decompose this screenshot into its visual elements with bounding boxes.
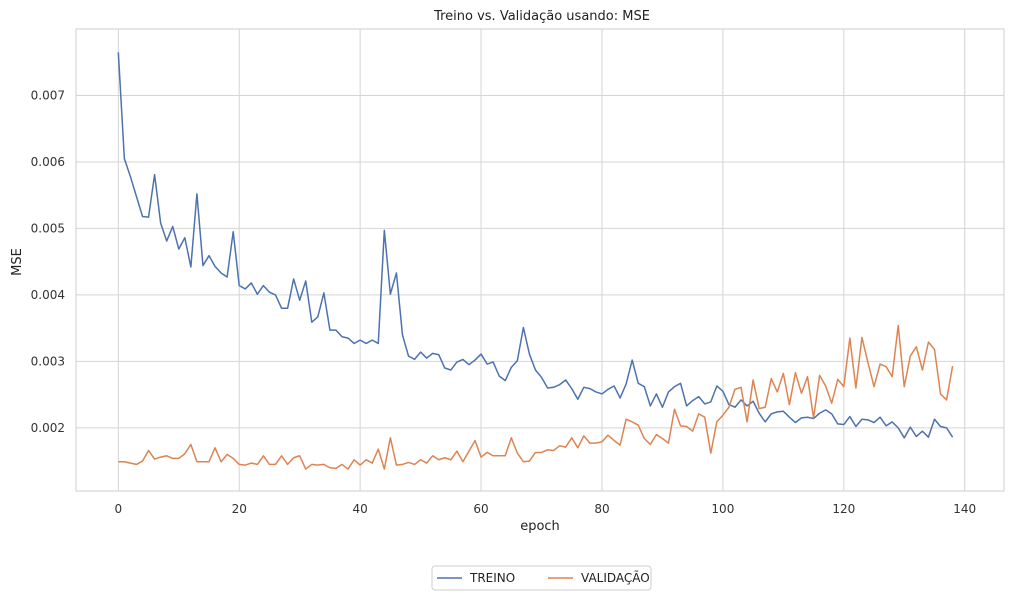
legend-box (431, 565, 652, 591)
x-tick-label: 40 (353, 502, 368, 516)
chart-title: Treino vs. Validação usando: MSE (433, 9, 650, 24)
y-tick-label: 0.006 (31, 155, 65, 169)
x-axis-label: epoch (520, 519, 560, 534)
x-tick-label: 100 (711, 502, 734, 516)
legend-label-validacao: VALIDAÇÃO (581, 570, 650, 585)
x-tick-label: 140 (953, 502, 976, 516)
y-gridlines (76, 94, 1004, 429)
x-tick-labels: 0 20 40 60 80 100 120 140 (114, 502, 976, 516)
x-tick-label: 60 (473, 502, 488, 516)
x-gridlines (117, 29, 966, 491)
legend-label-treino: TREINO (469, 571, 515, 585)
legend: TREINO VALIDAÇÃO (431, 565, 652, 591)
y-tick-label: 0.004 (31, 288, 65, 302)
x-tick-label: 120 (832, 502, 855, 516)
series-lines (117, 52, 954, 470)
x-tick-label: 80 (594, 502, 609, 516)
y-tick-label: 0.005 (31, 221, 65, 235)
x-tick-label: 20 (232, 502, 247, 516)
y-tick-label: 0.003 (31, 354, 65, 368)
plot-area (75, 28, 1005, 492)
y-tick-label: 0.002 (31, 421, 65, 435)
series-line-validacao (118, 324, 954, 470)
x-tick-label: 0 (114, 502, 122, 516)
y-tick-label: 0.007 (31, 88, 65, 102)
y-tick-labels: 0.002 0.003 0.004 0.005 0.006 0.007 (31, 88, 65, 434)
y-axis-label: MSE (10, 248, 25, 276)
